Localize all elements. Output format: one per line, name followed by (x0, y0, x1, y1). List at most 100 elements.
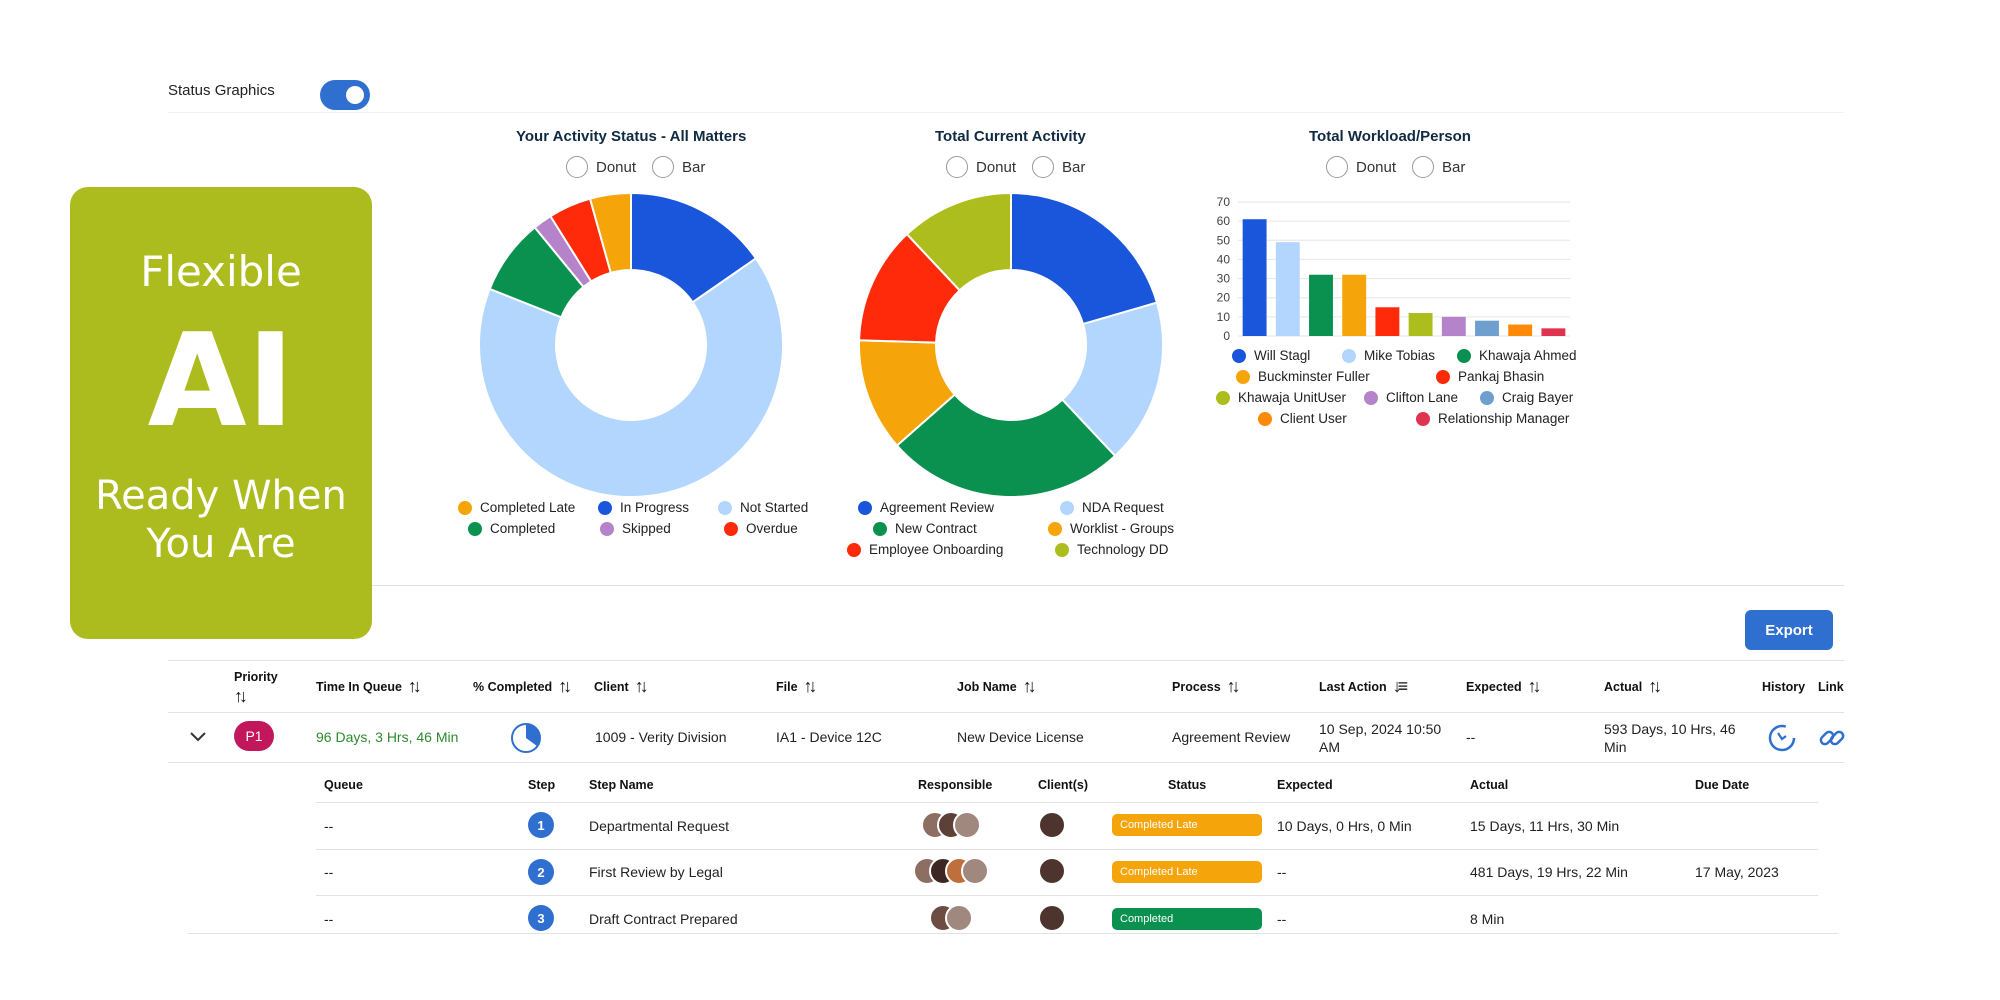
client-avatar (1038, 811, 1066, 839)
col-process[interactable]: Process ↑↓ (1172, 676, 1241, 697)
col-label: Last Action (1319, 679, 1387, 694)
current-chart-title: Total Current Activity (935, 128, 1086, 145)
donut-slice-not-started[interactable] (478, 257, 784, 498)
history-icon[interactable] (1766, 722, 1798, 754)
sort-icon[interactable]: ↑↓ (1527, 676, 1542, 696)
bar-client-user[interactable] (1508, 324, 1533, 336)
sort-icon[interactable]: ↑↓ (1648, 676, 1662, 696)
workload-bar-radio[interactable] (1412, 156, 1435, 178)
legend-not-started: Not Started (718, 500, 808, 515)
legend-client-user: Client User (1258, 411, 1347, 426)
y-tick-label: 30 (1217, 272, 1231, 286)
legend-completed-late: Completed Late (458, 500, 575, 515)
donut-slice-new-contract[interactable] (895, 393, 1117, 498)
donut-slice-technology-dd[interactable] (905, 191, 1012, 292)
legend-label: Employee Onboarding (869, 542, 1004, 557)
chevron-down-icon[interactable] (189, 730, 207, 744)
sort-desc-icon[interactable]: ↓≡ (1392, 676, 1408, 696)
legend-label: Khawaja UnitUser (1238, 390, 1347, 405)
sub-row-border (316, 849, 1818, 850)
col-pct-completed[interactable]: % Completed ↑↓ (473, 676, 572, 697)
col-label: % Completed (473, 679, 553, 694)
col-time-in-queue[interactable]: Time In Queue ↑↓ (316, 676, 422, 697)
legend-label: Relationship Manager (1438, 411, 1570, 426)
donut-slice-agreement-review[interactable] (1010, 191, 1159, 326)
bar-clifton-lane[interactable] (1441, 316, 1466, 336)
legend-new-contract: New Contract (873, 521, 977, 536)
bar-will-stagl[interactable] (1242, 219, 1267, 336)
current-donut-chart (858, 191, 1164, 498)
legend-dot (1364, 390, 1378, 405)
current-bar-radio[interactable] (1032, 156, 1055, 178)
sub-expected-value: -- (1277, 911, 1287, 927)
legend-pankaj-bhasin: Pankaj Bhasin (1436, 369, 1544, 384)
current-bar-label: Bar (1062, 158, 1086, 176)
col-label: Link (1818, 680, 1844, 694)
legend-label: Client User (1280, 411, 1347, 426)
status-badge: Completed (1112, 908, 1262, 930)
export-button[interactable]: Export (1745, 610, 1833, 650)
sub-col-due-date: Due Date (1695, 778, 1750, 792)
status-graphics-toggle[interactable] (320, 80, 370, 110)
col-file[interactable]: File ↑↓ (776, 676, 818, 697)
legend-dot (847, 542, 861, 557)
col-label: Client (594, 679, 629, 694)
col-job-name[interactable]: Job Name ↑↓ (957, 676, 1037, 697)
legend-completed: Completed (468, 521, 555, 536)
current-donut-radio[interactable] (946, 156, 968, 178)
col-actual[interactable]: Actual ↑↓ (1604, 676, 1662, 697)
col-link: Link (1818, 680, 1844, 694)
sort-icon[interactable]: ↑↓ (634, 676, 649, 696)
legend-label: Not Started (740, 500, 809, 515)
legend-dot (873, 521, 887, 536)
bar-khawaja-ahmed[interactable] (1309, 274, 1333, 336)
col-label: Actual (1604, 679, 1643, 694)
col-client[interactable]: Client ↑↓ (594, 676, 649, 697)
legend-dot (600, 521, 614, 536)
y-tick-label: 10 (1217, 310, 1231, 324)
sort-icon[interactable]: ↑↓ (803, 676, 818, 696)
current-chart-type: Donut Bar (946, 156, 1093, 178)
activity-donut-radio[interactable] (566, 156, 588, 178)
col-label: Job Name (957, 679, 1017, 694)
bar-mike-tobias[interactable] (1275, 242, 1300, 336)
legend-dot (1048, 521, 1062, 536)
sort-icon[interactable]: ↑↓ (1226, 676, 1241, 696)
sub-col-step: Step (528, 778, 556, 792)
legend-dot (1236, 369, 1250, 384)
sub-actual-value: 15 Days, 11 Hrs, 30 Min (1470, 818, 1620, 834)
legend-khawaja-ahmed: Khawaja Ahmed (1457, 348, 1577, 363)
sort-icon[interactable]: ↑↓ (1022, 676, 1037, 696)
col-last-action[interactable]: Last Action ↓≡ (1319, 676, 1408, 697)
sub-col-status: Status (1168, 778, 1207, 792)
workload-bar-chart: 0 10 20 30 40 50 60 70 (1217, 195, 1570, 343)
col-expected[interactable]: Expected ↑↓ (1466, 676, 1542, 697)
legend-dot (1480, 390, 1494, 405)
workload-donut-radio[interactable] (1326, 156, 1348, 178)
sub-col-queue: Queue (324, 778, 363, 792)
sort-icon[interactable]: ↑↓ (407, 676, 422, 696)
donut-slice-completed-late[interactable] (588, 191, 632, 275)
promo-line-1: Flexible (140, 247, 302, 296)
activity-donut-chart (478, 191, 784, 498)
toggle-knob (346, 86, 364, 104)
sub-row-border (188, 933, 1838, 934)
sub-actual-value: 8 Min (1470, 911, 1505, 927)
legend-dot (1055, 542, 1069, 557)
donut-slice-nda-request[interactable] (1060, 301, 1164, 458)
sort-icon[interactable]: ↑↓ (234, 686, 248, 706)
bar-craig-bayer[interactable] (1475, 320, 1499, 336)
col-priority[interactable]: Priority ↑↓ (234, 670, 278, 707)
bar-buckminster-fuller[interactable] (1342, 274, 1367, 336)
activity-bar-radio[interactable] (652, 156, 675, 178)
link-icon[interactable] (1816, 722, 1848, 754)
current-donut-label: Donut (976, 158, 1017, 176)
sort-icon[interactable]: ↑↓ (558, 676, 572, 696)
bar-pankaj-bhasin[interactable] (1375, 307, 1400, 336)
col-label: Process (1172, 679, 1221, 694)
legend-dot (718, 500, 732, 515)
workload-donut-label: Donut (1356, 158, 1397, 176)
bar-khawaja-unituser[interactable] (1408, 313, 1433, 336)
bar-relationship-manager[interactable] (1541, 328, 1566, 336)
actual-value: 593 Days, 10 Hrs, 46 Min (1604, 721, 1736, 755)
